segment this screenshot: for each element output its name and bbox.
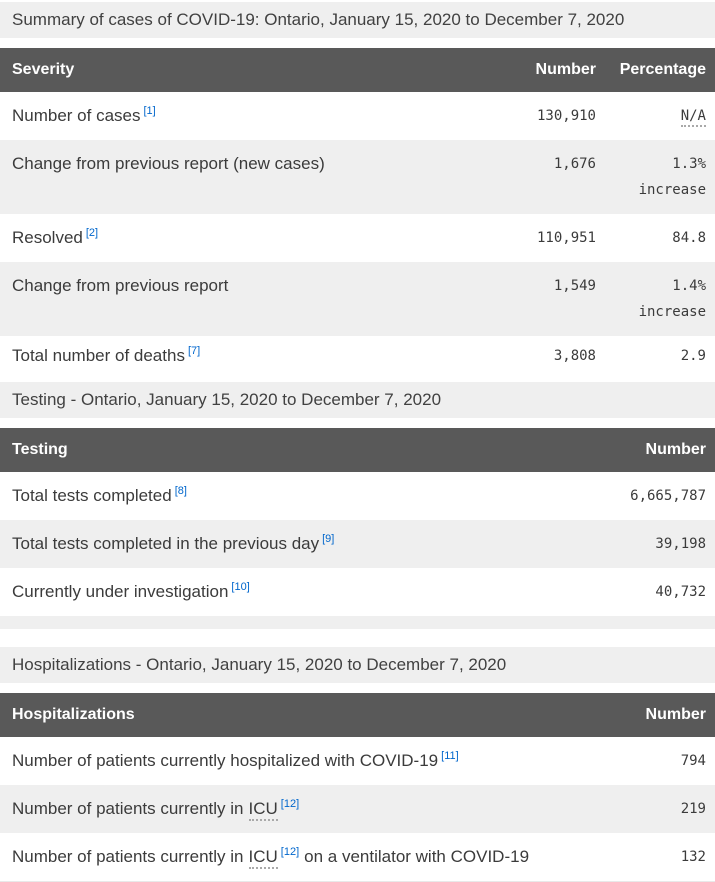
testing-header-col: Testing [12, 441, 68, 458]
row-label: Number of patients currently in ICU [12] [0, 798, 565, 821]
row-number: 3,808 [553, 348, 596, 364]
row-percentage-note: increase [638, 182, 706, 198]
testing-title-text: Testing - Ontario, January 15, 2020 to D… [12, 390, 442, 409]
row-number: 130,910 [536, 108, 596, 124]
testing-header-number: Number [645, 441, 706, 458]
row-label: Change from previous report [12, 276, 229, 295]
testing-section-title: Testing - Ontario, January 15, 2020 to D… [0, 382, 715, 418]
row-number: 132 [680, 849, 706, 865]
row-percentage: 1.4% increase [596, 275, 715, 323]
row-label: Total number of deaths [7] [12, 345, 201, 365]
row-percentage: 2.9 [680, 348, 706, 364]
table-row: Currently under investigation [10] 40,732 [0, 568, 715, 616]
na-abbr[interactable]: N/A [680, 108, 706, 127]
row-percentage: N/A [596, 105, 715, 127]
row-percentage: 84.8 [672, 230, 706, 246]
table-row: Total number of deaths [7] 3,808 2.9 [0, 336, 715, 376]
footnote-link-1[interactable]: [1] [143, 105, 156, 118]
row-percentage-note: increase [638, 304, 706, 320]
row-label: Number of patients currently hospitalize… [12, 750, 459, 770]
icu-abbr[interactable]: ICU [248, 799, 278, 821]
row-number: 794 [680, 753, 706, 769]
row-percentage: 1.3% increase [596, 153, 715, 201]
footnote-link-10[interactable]: [10] [231, 581, 250, 594]
footnote-link-8[interactable]: [8] [174, 485, 187, 498]
hospitalizations-title-text: Hospitalizations - Ontario, January 15, … [12, 655, 507, 674]
empty-table-row [0, 616, 715, 629]
row-label: Total tests completed in the previous da… [12, 533, 335, 553]
summary-header-severity: Severity [12, 61, 75, 78]
row-label: Number of cases [1] [12, 105, 156, 125]
table-row: Number of cases [1] 130,910 N/A [0, 92, 715, 140]
summary-header-percentage: Percentage [619, 61, 706, 78]
table-row: Total tests completed in the previous da… [0, 520, 715, 568]
table-row: Number of patients currently in ICU [12] 2… [0, 785, 715, 833]
table-row: Change from previous report (new cases) … [0, 140, 715, 214]
summary-title-text: Summary of cases of COVID-19: Ontario, J… [12, 10, 625, 29]
table-row: Total tests completed [8] 6,665,787 [0, 472, 715, 520]
row-number: 40,732 [655, 584, 706, 600]
footnote-link-7[interactable]: [7] [187, 345, 201, 358]
table-row: Number of patients currently in ICU [12] on… [0, 833, 715, 881]
row-label: Currently under investigation [10] [12, 581, 250, 601]
hospitalizations-header-number: Number [645, 706, 706, 723]
footnote-link-11[interactable]: [11] [441, 750, 459, 763]
footnote-link-9[interactable]: [9] [322, 533, 335, 546]
row-label: Number of patients currently in ICU [12] on… [0, 846, 565, 869]
table-row: Change from previous report 1,549 1.4% i… [0, 262, 715, 336]
table-row: Resolved [2] 110,951 84.8 [0, 214, 715, 262]
row-number: 1,676 [553, 156, 596, 172]
icu-abbr[interactable]: ICU [248, 847, 278, 869]
row-label: Resolved [2] [12, 227, 99, 247]
summary-section-title: Summary of cases of COVID-19: Ontario, J… [0, 2, 715, 38]
row-number: 110,951 [536, 230, 596, 246]
row-number: 39,198 [655, 536, 706, 552]
footnote-link-12b[interactable]: [12] [280, 846, 300, 859]
footnote-link-2[interactable]: [2] [85, 227, 99, 240]
row-label: Change from previous report (new cases) [12, 154, 325, 173]
row-number: 1,549 [553, 278, 596, 294]
summary-header-number: Number [535, 61, 596, 78]
hospitalizations-section-title: Hospitalizations - Ontario, January 15, … [0, 647, 715, 683]
hospitalizations-header-col: Hospitalizations [12, 706, 135, 723]
summary-table-header: Severity Number Percentage [0, 48, 715, 92]
row-number: 219 [680, 801, 706, 817]
row-label: Total tests completed [8] [12, 485, 187, 505]
table-row: Number of patients currently hospitalize… [0, 737, 715, 785]
row-number: 6,665,787 [630, 488, 706, 504]
testing-table-header: Testing Number [0, 428, 715, 472]
hospitalizations-table-header: Hospitalizations Number [0, 693, 715, 737]
footnote-link-12[interactable]: [12] [280, 798, 300, 811]
